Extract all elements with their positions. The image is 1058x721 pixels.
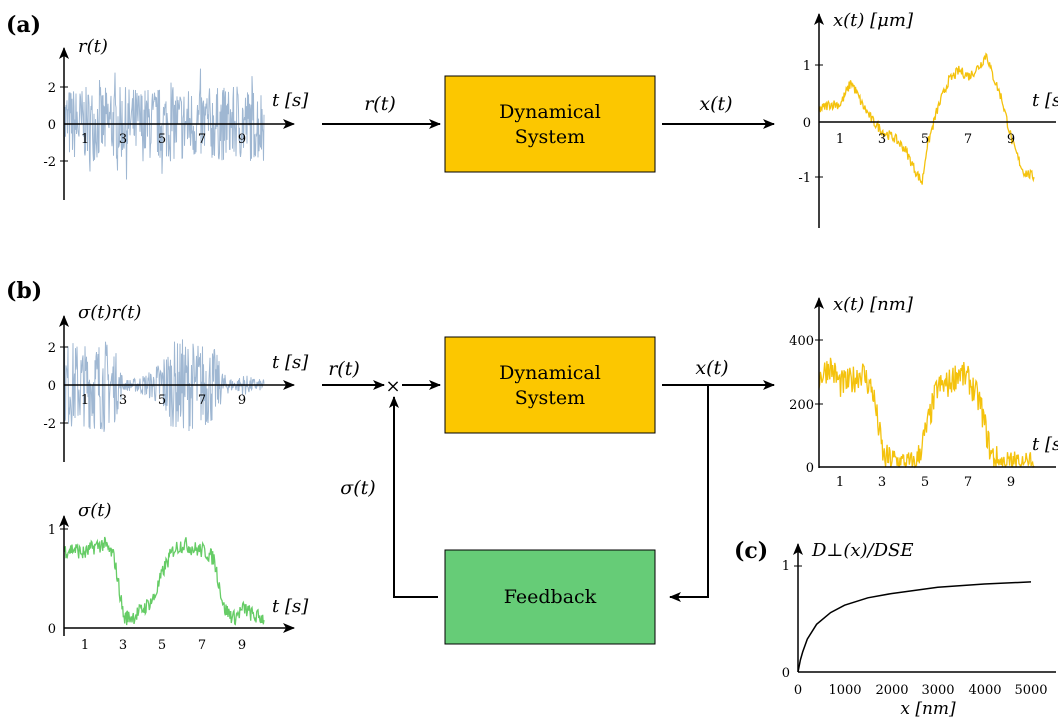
a-output-xtick-1: 1 (836, 132, 844, 147)
a-box-line2: System (515, 126, 585, 148)
c-xtick-5000: 5000 (1014, 683, 1047, 698)
sigma-xtick-7: 7 (198, 638, 206, 653)
a-input-xtick-5: 5 (158, 132, 166, 147)
b-noise-series (63, 339, 265, 432)
panel-label-a: (a) (6, 12, 41, 38)
sigma-ytick-0: 0 (48, 622, 56, 637)
panel-label-c: (c) (734, 538, 768, 564)
a-output-ylabel: x(t) [μm] (833, 10, 914, 31)
b-output-ytick-200: 200 (789, 398, 814, 413)
a-position-series (818, 52, 1035, 185)
a-input-xtick-1: 1 (81, 132, 89, 147)
a-arrow-out-label: x(t) (699, 93, 732, 115)
b-output-plot: x(t) [nm] t [s] 1 3 5 7 9 400 200 0 (789, 294, 1058, 490)
c-ylabel: D⊥(x)/DSE (811, 540, 914, 561)
feedback-return-arrow (669, 385, 709, 602)
b-input-xlabel: t [s] (272, 352, 309, 373)
feedback-box (444, 549, 656, 645)
a-input-plot: r(t) t [s] 1 3 5 7 9 2 0 -2 (43, 36, 309, 200)
a-output-xlabel: t [s] (1032, 90, 1058, 111)
a-noise-series (63, 68, 265, 180)
b-output-xtick-1: 1 (836, 475, 844, 490)
b-input-ytick-m2: -2 (43, 417, 56, 432)
b-input-xtick-7: 7 (198, 393, 206, 408)
a-input-xtick-7: 7 (198, 132, 206, 147)
a-input-xtick-9: 9 (238, 132, 246, 147)
b-output-xtick-9: 9 (1007, 475, 1015, 490)
b-input-ytick-0: 0 (48, 379, 56, 394)
b-box-line2: System (515, 387, 585, 409)
b-output-xlabel: t [s] (1032, 434, 1058, 455)
sigma-series (63, 536, 265, 626)
b-output-ylabel: x(t) [nm] (833, 294, 914, 315)
c-xlabel: x [nm] (900, 699, 956, 719)
b-sigma-plot: σ(t) t [s] 1 3 5 7 9 1 0 (48, 500, 309, 653)
b-arrow-out-label: x(t) (695, 357, 728, 379)
c-xtick-1000: 1000 (828, 683, 861, 698)
b-output-ytick-0: 0 (806, 461, 814, 476)
b-box-line1: Dynamical (499, 362, 601, 384)
c-xtick-3000: 3000 (921, 683, 954, 698)
c-xtick-0: 0 (794, 683, 802, 698)
sigma-xtick-5: 5 (158, 638, 166, 653)
a-output-ytick-1: 1 (803, 59, 811, 74)
a-input-ytick-0: 0 (48, 118, 56, 133)
b-input-xtick-9: 9 (238, 393, 246, 408)
a-output-xtick-3: 3 (878, 132, 886, 147)
c-xtick-4000: 4000 (968, 683, 1001, 698)
a-output-plot: x(t) [μm] t [s] 1 3 5 7 9 1 0 -1 (798, 10, 1058, 228)
a-input-xlabel: t [s] (272, 90, 309, 111)
b-input-ylabel: σ(t)r(t) (78, 302, 141, 323)
c-xtick-2000: 2000 (875, 683, 908, 698)
a-input-xtick-3: 3 (119, 132, 127, 147)
c-diffusion-plot: D⊥(x)/DSE 1 0 0 1000 2000 3000 4000 5000… (782, 540, 1056, 719)
b-input-xtick-3: 3 (119, 393, 127, 408)
panel-label-b: (b) (6, 278, 42, 304)
a-input-ylabel: r(t) (78, 36, 108, 57)
sigma-ytick-1: 1 (48, 523, 56, 538)
feedback-box-label: Feedback (504, 586, 597, 608)
a-arrow-in-label: r(t) (364, 93, 396, 115)
b-block-diagram: r(t) × Dynamical System x(t) Feedback σ(… (322, 336, 775, 645)
c-ytick-0: 0 (782, 666, 790, 681)
b-position-series (818, 357, 1035, 469)
sigma-xtick-1: 1 (81, 638, 89, 653)
sigma-xtick-9: 9 (238, 638, 246, 653)
feedback-sigma-label: σ(t) (340, 477, 375, 499)
b-input-xtick-1: 1 (81, 393, 89, 408)
b-input-ytick-2: 2 (48, 341, 56, 356)
a-output-xtick-5: 5 (921, 132, 929, 147)
a-input-ytick-m2: -2 (43, 155, 56, 170)
c-diffusion-curve (797, 581, 1032, 673)
a-output-ytick-0: 0 (803, 116, 811, 131)
sigma-xtick-3: 3 (119, 638, 127, 653)
sigma-xlabel: t [s] (272, 596, 309, 617)
b-arrow-in-label: r(t) (328, 358, 360, 380)
b-output-xtick-3: 3 (878, 475, 886, 490)
multiply-symbol: × (385, 376, 400, 397)
a-output-xtick-7: 7 (964, 132, 972, 147)
b-input-xtick-5: 5 (158, 393, 166, 408)
c-ytick-1: 1 (782, 559, 790, 574)
b-dynamical-system-box (444, 336, 656, 434)
b-output-xtick-7: 7 (964, 475, 972, 490)
b-output-ytick-400: 400 (789, 334, 814, 349)
a-output-ytick-m1: -1 (798, 171, 811, 186)
b-input-plot: σ(t)r(t) t [s] 1 3 5 7 9 2 0 -2 (43, 302, 309, 462)
a-input-ytick-2: 2 (48, 81, 56, 96)
b-output-xtick-5: 5 (921, 475, 929, 490)
a-output-xtick-9: 9 (1007, 132, 1015, 147)
a-box-line1: Dynamical (499, 101, 601, 123)
sigma-ylabel: σ(t) (78, 500, 112, 521)
sigma-feedback-arrow (389, 396, 438, 598)
a-dynamical-system-box (444, 75, 656, 173)
